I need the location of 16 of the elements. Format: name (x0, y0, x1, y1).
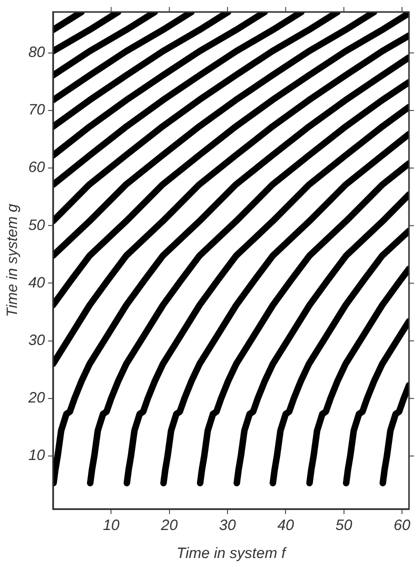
y-tick-label: 40 (28, 274, 46, 292)
y-tick-label: 20 (27, 390, 46, 407)
y-tick-label: 60 (28, 159, 46, 176)
x-tick-label: 40 (277, 517, 295, 534)
x-axis-title: Time in system f (176, 545, 288, 562)
y-tick-label: 30 (28, 332, 46, 350)
x-tick-label: 20 (160, 517, 178, 534)
x-tick-label: 50 (336, 517, 353, 534)
y-tick-label: 10 (28, 447, 46, 464)
x-tick-label: 60 (394, 517, 412, 534)
x-tick-label: 10 (102, 517, 120, 534)
y-axis-title: Time in system g (4, 203, 22, 318)
y-tick-label: 70 (28, 102, 46, 119)
y-tick-label: 50 (28, 216, 46, 234)
y-tick-label: 80 (28, 44, 46, 62)
x-tick-label: 30 (219, 517, 237, 534)
